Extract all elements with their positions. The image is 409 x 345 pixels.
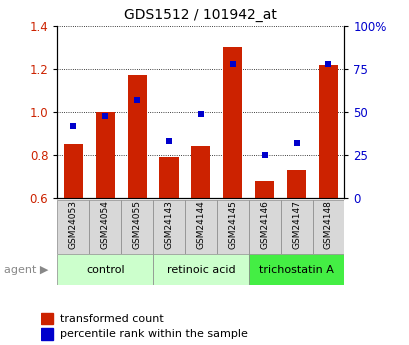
Bar: [222, 47, 242, 198]
Text: GSM24054: GSM24054: [101, 200, 110, 249]
Title: GDS1512 / 101942_at: GDS1512 / 101942_at: [124, 8, 276, 22]
Point: [102, 113, 108, 118]
Text: trichostatin A: trichostatin A: [258, 265, 333, 275]
Bar: [184, 200, 216, 254]
Bar: [57, 200, 89, 254]
Bar: [41, 328, 53, 340]
Bar: [191, 146, 210, 198]
Point: [292, 140, 299, 146]
Point: [197, 111, 204, 117]
Bar: [159, 157, 178, 198]
Point: [261, 152, 267, 158]
Bar: [57, 254, 153, 285]
Text: GSM24148: GSM24148: [323, 200, 332, 249]
Text: transformed count: transformed count: [60, 314, 164, 324]
Text: GSM24146: GSM24146: [260, 200, 269, 249]
Text: GSM24143: GSM24143: [164, 200, 173, 249]
Bar: [286, 170, 306, 198]
Text: control: control: [86, 265, 124, 275]
Text: retinoic acid: retinoic acid: [166, 265, 235, 275]
Bar: [216, 200, 248, 254]
Text: GSM24147: GSM24147: [291, 200, 300, 249]
Text: agent ▶: agent ▶: [4, 265, 48, 275]
Text: GSM24144: GSM24144: [196, 200, 205, 248]
Bar: [95, 112, 115, 198]
Bar: [248, 254, 344, 285]
Text: percentile rank within the sample: percentile rank within the sample: [60, 329, 247, 339]
Point: [165, 139, 172, 144]
Bar: [121, 200, 153, 254]
Bar: [41, 313, 53, 324]
Bar: [127, 76, 146, 198]
Point: [229, 61, 236, 67]
Bar: [248, 200, 280, 254]
Bar: [153, 200, 184, 254]
Text: GSM24055: GSM24055: [132, 200, 141, 249]
Text: GSM24053: GSM24053: [69, 200, 78, 249]
Bar: [254, 181, 274, 198]
Bar: [280, 200, 312, 254]
Point: [324, 61, 331, 67]
Bar: [312, 200, 344, 254]
Bar: [89, 200, 121, 254]
Bar: [64, 145, 83, 198]
Point: [133, 97, 140, 103]
Text: GSM24145: GSM24145: [228, 200, 237, 249]
Point: [70, 123, 76, 129]
Bar: [318, 65, 337, 198]
Bar: [153, 254, 248, 285]
